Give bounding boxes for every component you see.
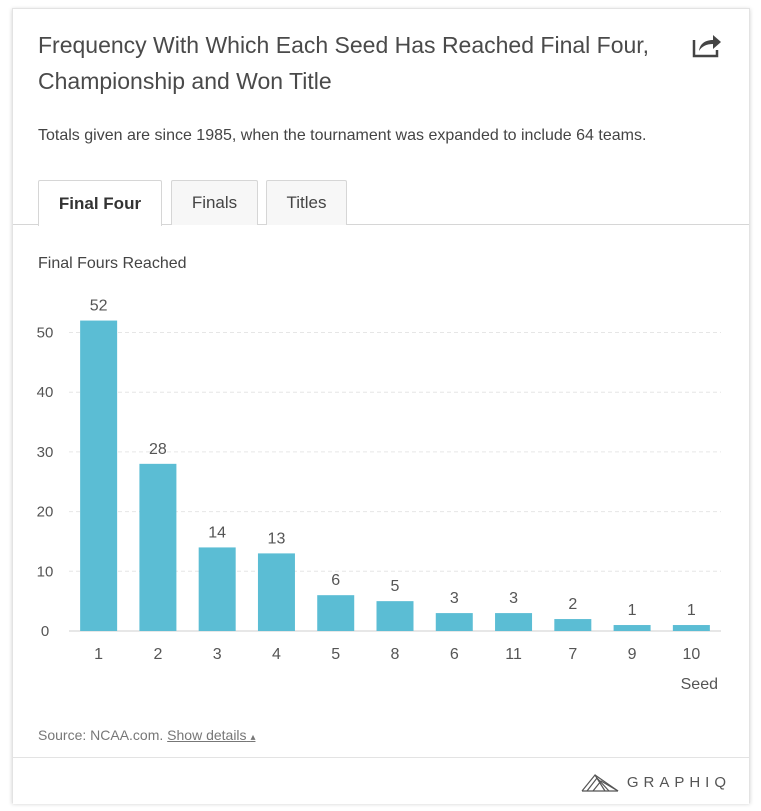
x-axis-label: Seed (681, 676, 718, 693)
graphiq-logo-icon (581, 773, 619, 792)
x-tick-label: 7 (568, 646, 577, 663)
footer: GRAPHIQ (13, 757, 749, 804)
bar[interactable] (317, 595, 355, 631)
x-tick-label: 11 (505, 646, 522, 663)
data-label: 1 (687, 602, 696, 619)
share-icon (692, 35, 721, 58)
page-title: Frequency With Which Each Seed Has Reach… (38, 32, 650, 94)
subtitle: Totals given are since 1985, when the to… (38, 127, 647, 144)
data-label: 52 (90, 298, 108, 315)
show-details-link[interactable]: Show details ▴ (167, 727, 255, 743)
source-note: Source: NCAA.com. Show details ▴ (38, 727, 255, 743)
bar[interactable] (435, 613, 473, 631)
data-label: 2 (568, 596, 577, 613)
x-tick-label: 3 (213, 646, 222, 663)
chart-title: Final Fours Reached (38, 255, 187, 272)
bar[interactable] (613, 625, 651, 631)
data-label: 1 (628, 602, 637, 619)
y-tick-label: 20 (37, 504, 54, 521)
x-tick-label: 6 (450, 646, 459, 663)
bar[interactable] (139, 463, 177, 631)
bar[interactable] (495, 613, 533, 631)
bar[interactable] (198, 547, 236, 631)
brand[interactable]: GRAPHIQ (581, 772, 731, 792)
x-tick-label: 4 (272, 646, 281, 663)
share-button[interactable] (691, 31, 723, 59)
brand-name: GRAPHIQ (626, 773, 731, 791)
tab-bar: Final Four Finals Titles (13, 180, 749, 226)
y-tick-label: 30 (37, 444, 54, 461)
data-label: 14 (208, 524, 226, 541)
y-tick-label: 0 (41, 623, 49, 640)
x-tick-label: 1 (94, 646, 103, 663)
tab-titles[interactable]: Titles (266, 180, 347, 225)
data-label: 6 (331, 572, 340, 589)
bar[interactable] (376, 601, 414, 631)
source-text: Source: NCAA.com. (38, 727, 164, 743)
tab-final-four[interactable]: Final Four (38, 180, 162, 226)
data-label: 28 (149, 441, 167, 458)
tab-finals[interactable]: Finals (171, 180, 258, 225)
chart-card: Frequency With Which Each Seed Has Reach… (12, 8, 750, 804)
x-tick-label: 2 (153, 646, 162, 663)
bar[interactable] (257, 553, 295, 631)
bar[interactable] (554, 619, 592, 631)
data-label: 13 (268, 530, 286, 547)
y-tick-label: 40 (37, 384, 54, 401)
bars (80, 320, 710, 631)
data-labels: 52 28 14 13 6 5 3 3 2 1 1 (90, 298, 696, 619)
y-tick-label: 10 (37, 563, 54, 580)
bar[interactable] (80, 320, 118, 631)
x-tick-label: 5 (331, 646, 340, 663)
caret-up-icon: ▴ (250, 732, 256, 743)
x-tick-label: 10 (682, 646, 700, 663)
x-tick-label: 8 (391, 646, 400, 663)
data-label: 3 (450, 590, 459, 607)
bar[interactable] (672, 625, 710, 631)
data-label: 5 (391, 578, 400, 595)
y-axis-ticks: 0 10 20 30 40 50 (37, 325, 54, 641)
x-tick-label: 9 (628, 646, 637, 663)
y-tick-label: 50 (37, 325, 54, 342)
x-axis-ticks: 1 2 3 4 5 8 6 11 7 9 10 (94, 646, 700, 663)
show-details-label: Show details (167, 727, 247, 743)
data-label: 3 (509, 590, 518, 607)
